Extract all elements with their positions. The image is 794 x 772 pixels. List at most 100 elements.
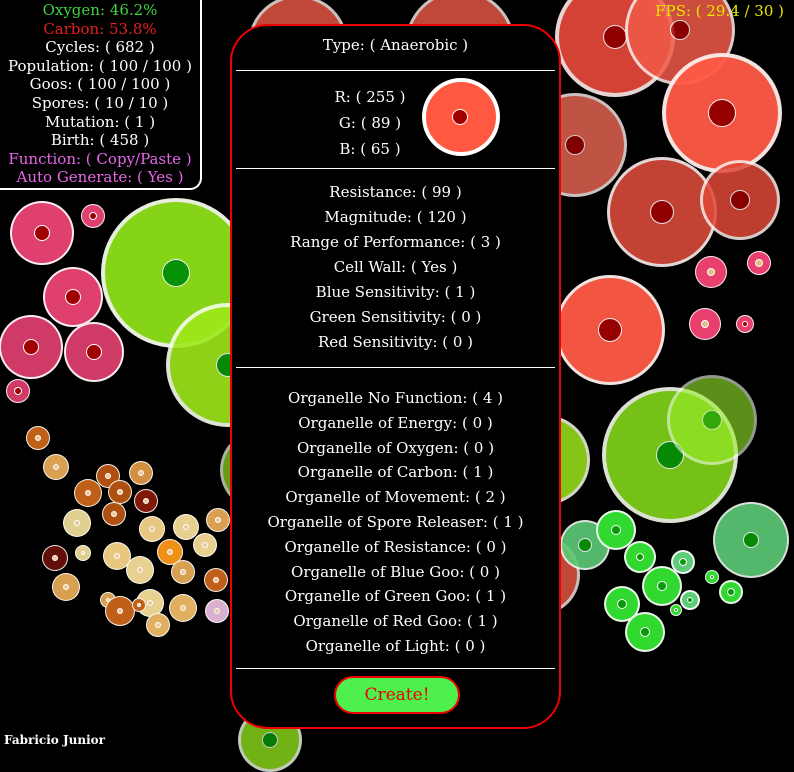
organism-cell[interactable] — [667, 375, 757, 465]
organism-cell[interactable] — [719, 580, 743, 604]
organism-cell[interactable] — [102, 502, 126, 526]
attribute-item: Green Sensitivity: ( 0 ) — [309, 308, 482, 326]
organism-cell[interactable] — [204, 568, 228, 592]
cell-nucleus — [708, 99, 736, 127]
cell-nucleus — [710, 575, 714, 579]
cell-nucleus — [674, 608, 678, 612]
organism-cell[interactable] — [134, 489, 158, 513]
cell-nucleus — [611, 525, 621, 535]
organism-cell[interactable] — [26, 426, 50, 450]
cell-nucleus — [162, 259, 190, 287]
organism-cell[interactable] — [736, 315, 754, 333]
organism-cell[interactable] — [169, 594, 197, 622]
organism-cell[interactable] — [695, 256, 727, 288]
green-value: G: ( 89 ) — [338, 114, 402, 132]
cell-nucleus — [117, 489, 123, 495]
stats-panel: Oxygen: 46.2% Carbon: 53.8% Cycles: ( 68… — [0, 0, 202, 190]
organism-cell[interactable] — [171, 560, 195, 584]
attribute-item: Magnitude: ( 120 ) — [324, 208, 467, 226]
cell-nucleus — [35, 435, 41, 441]
cell-nucleus — [743, 532, 759, 548]
organelle-list: Organelle No Function: ( 4 ) Organelle of… — [232, 386, 559, 659]
cell-nucleus — [147, 600, 153, 606]
goos-stat: Goos: ( 100 / 100 ) — [29, 75, 171, 94]
cell-nucleus — [730, 190, 750, 210]
organism-cell[interactable] — [146, 613, 170, 637]
organism-cell[interactable] — [625, 612, 665, 652]
cell-nucleus — [617, 599, 627, 609]
organism-cell[interactable] — [75, 545, 91, 561]
organism-cell[interactable] — [555, 275, 665, 385]
cell-nucleus — [565, 135, 585, 155]
carbon-stat: Carbon: 53.8% — [43, 19, 157, 38]
organism-cell[interactable] — [129, 461, 153, 485]
cell-nucleus — [23, 339, 39, 355]
cell-nucleus — [105, 473, 111, 479]
auto-generate-toggle[interactable]: Auto Generate: ( Yes ) — [16, 168, 184, 187]
cell-nucleus — [167, 549, 173, 555]
divider — [236, 70, 555, 71]
organism-cell[interactable] — [205, 599, 229, 623]
organism-cell[interactable] — [624, 541, 656, 573]
organism-cell[interactable] — [662, 53, 782, 173]
organelle-item: Organelle of Blue Goo: ( 0 ) — [291, 562, 500, 581]
organism-cell[interactable] — [42, 545, 68, 571]
divider — [236, 168, 555, 169]
organism-cell[interactable] — [139, 516, 165, 542]
author-credit: Fabricio Junior — [4, 733, 105, 747]
organism-cell[interactable] — [705, 570, 719, 584]
organism-cell[interactable] — [132, 598, 146, 612]
oxygen-stat: Oxygen: 46.2% — [42, 1, 158, 19]
function-toggle[interactable]: Function: ( Copy/Paste ) — [8, 149, 192, 168]
organism-cell[interactable] — [108, 480, 132, 504]
organism-cell[interactable] — [680, 590, 700, 610]
organism-cell[interactable] — [10, 201, 74, 265]
organism-cell[interactable] — [6, 379, 30, 403]
cell-nucleus — [213, 577, 219, 583]
attribute-item: Cell Wall: ( Yes ) — [333, 258, 458, 276]
organism-cell[interactable] — [747, 251, 771, 275]
cell-nucleus — [81, 551, 85, 555]
organelle-item: Organelle of Energy: ( 0 ) — [298, 413, 493, 432]
organism-cell[interactable] — [126, 556, 154, 584]
cell-nucleus — [679, 558, 687, 566]
organism-cell[interactable] — [105, 596, 135, 626]
organism-cell[interactable] — [671, 550, 695, 574]
organism-cell[interactable] — [206, 508, 230, 532]
organism-cell[interactable] — [74, 479, 102, 507]
cell-nucleus — [636, 553, 644, 561]
cell-nucleus — [214, 608, 220, 614]
organism-cell[interactable] — [43, 454, 69, 480]
cell-nucleus — [687, 597, 693, 603]
organism-cell[interactable] — [63, 509, 91, 537]
divider — [236, 367, 555, 368]
cell-nucleus — [755, 259, 763, 267]
cell-nucleus — [262, 732, 278, 748]
organism-cell[interactable] — [700, 160, 780, 240]
organism-cell[interactable] — [173, 514, 199, 540]
attribute-list: Resistance: ( 99 ) Magnitude: ( 120 ) Rang… — [232, 180, 559, 355]
organism-cell[interactable] — [0, 315, 63, 379]
organism-cell[interactable] — [642, 566, 682, 606]
cell-preview — [422, 78, 500, 156]
create-button[interactable]: Create! — [334, 676, 460, 714]
cell-nucleus — [742, 321, 748, 327]
organism-cell[interactable] — [607, 157, 717, 267]
organism-cell[interactable] — [193, 533, 217, 557]
cell-nucleus — [63, 584, 69, 590]
red-value: R: ( 255 ) — [334, 88, 406, 106]
cell-nucleus — [138, 470, 144, 476]
cycles-stat: Cycles: ( 682 ) — [45, 38, 155, 57]
cell-nucleus — [111, 511, 117, 517]
organism-cell[interactable] — [713, 502, 789, 578]
organism-cell[interactable] — [64, 322, 124, 382]
cell-nucleus — [86, 344, 102, 360]
organism-cell[interactable] — [81, 204, 105, 228]
organism-cell[interactable] — [52, 573, 80, 601]
attribute-item: Range of Performance: ( 3 ) — [290, 233, 501, 251]
organism-cell[interactable] — [670, 604, 682, 616]
organism-cell[interactable] — [689, 308, 721, 340]
cell-nucleus — [89, 212, 97, 220]
organism-cell[interactable] — [43, 267, 103, 327]
cell-nucleus — [650, 200, 674, 224]
